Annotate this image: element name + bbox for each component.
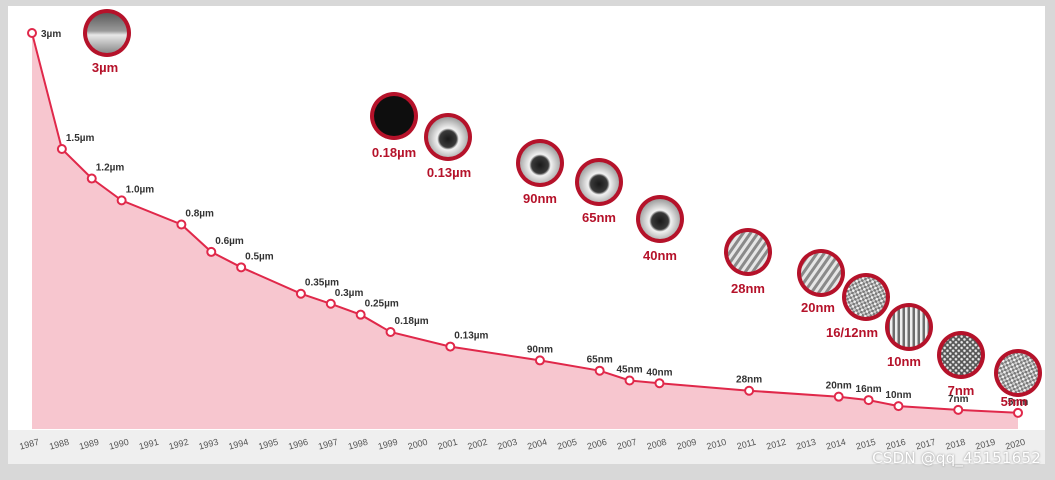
data-label: 0.6µm <box>215 236 244 247</box>
data-label: 0.8µm <box>185 209 214 220</box>
data-point <box>27 28 37 38</box>
callout-label: 0.18µm <box>372 145 416 160</box>
data-label: 16nm <box>856 384 882 395</box>
callout-label: 20nm <box>801 300 835 315</box>
callout-label: 10nm <box>887 354 921 369</box>
data-point <box>893 401 904 412</box>
data-point <box>953 404 964 415</box>
data-point <box>534 355 545 366</box>
data-point <box>206 246 217 257</box>
data-label: 45nm <box>617 365 643 376</box>
callout-image <box>728 232 768 272</box>
data-label: 3µm <box>41 29 61 40</box>
callout-image <box>801 253 841 293</box>
data-point <box>624 375 635 386</box>
data-point <box>594 365 605 376</box>
data-label: 28nm <box>736 375 762 386</box>
callout-label: 0.13µm <box>427 165 471 180</box>
x-tick-label: 2011 <box>736 437 757 452</box>
data-point <box>236 262 247 273</box>
data-label: 0.25µm <box>365 299 399 310</box>
data-point <box>863 395 874 406</box>
data-label: 1.0µm <box>126 184 155 195</box>
callout-label: 28nm <box>731 281 765 296</box>
callout-image <box>87 13 127 53</box>
data-label: 0.3µm <box>335 288 364 299</box>
data-label: 10nm <box>885 390 911 401</box>
callout-image <box>941 335 981 375</box>
data-point <box>385 327 396 338</box>
data-point <box>833 391 844 402</box>
data-point <box>325 298 336 309</box>
image-callouts: 3µm 0.18µm 0.13µm 90nm 65nm 40nm 28nm 20nm 16/12… <box>83 9 1042 409</box>
data-point <box>445 341 456 352</box>
data-point <box>355 309 366 320</box>
data-label: 7nm <box>948 394 969 405</box>
data-label: 1.5µm <box>66 133 95 144</box>
data-label: 0.35µm <box>305 278 339 289</box>
callout-image <box>998 353 1038 393</box>
data-point <box>176 219 187 230</box>
data-point <box>744 385 755 396</box>
data-point <box>1013 407 1023 418</box>
data-label: 20nm <box>826 381 852 392</box>
callout-label: 16/12nm <box>826 325 878 340</box>
watermark-text: CSDN @qq_45151652 <box>872 449 1041 467</box>
data-label: 0.18µm <box>395 316 429 327</box>
data-point <box>654 378 665 389</box>
trend-line <box>31 32 1019 414</box>
data-label: 40nm <box>646 367 672 378</box>
callout-label: 3µm <box>92 60 118 75</box>
callout-label: 5nm <box>1001 394 1028 409</box>
data-label: 0.5µm <box>245 251 274 262</box>
callout-image <box>846 277 886 317</box>
callout-image <box>374 96 414 136</box>
data-point <box>86 173 97 184</box>
callout-label: 90nm <box>523 191 557 206</box>
callout-label: 40nm <box>643 248 677 263</box>
data-label: 5nm <box>1008 397 1029 408</box>
data-label: 0.13µm <box>454 331 488 342</box>
data-label: 65nm <box>587 355 613 366</box>
callout-image <box>428 117 468 157</box>
callout-label: 65nm <box>582 210 616 225</box>
data-point <box>116 195 127 206</box>
callout-image <box>889 307 929 347</box>
callout-image <box>520 143 560 183</box>
data-point <box>295 288 306 299</box>
data-points: 3µm1.5µm1.2µm1.0µm0.8µm0.6µm0.5µm0.35µm0… <box>27 28 1029 418</box>
axis-band <box>8 430 1045 464</box>
callout-image <box>579 162 619 202</box>
data-label: 1.2µm <box>96 163 125 174</box>
data-label: 90nm <box>527 344 553 355</box>
area-fill <box>32 33 1018 429</box>
callout-label: 7nm <box>948 383 975 398</box>
data-point <box>56 143 67 154</box>
callout-image <box>640 199 680 239</box>
